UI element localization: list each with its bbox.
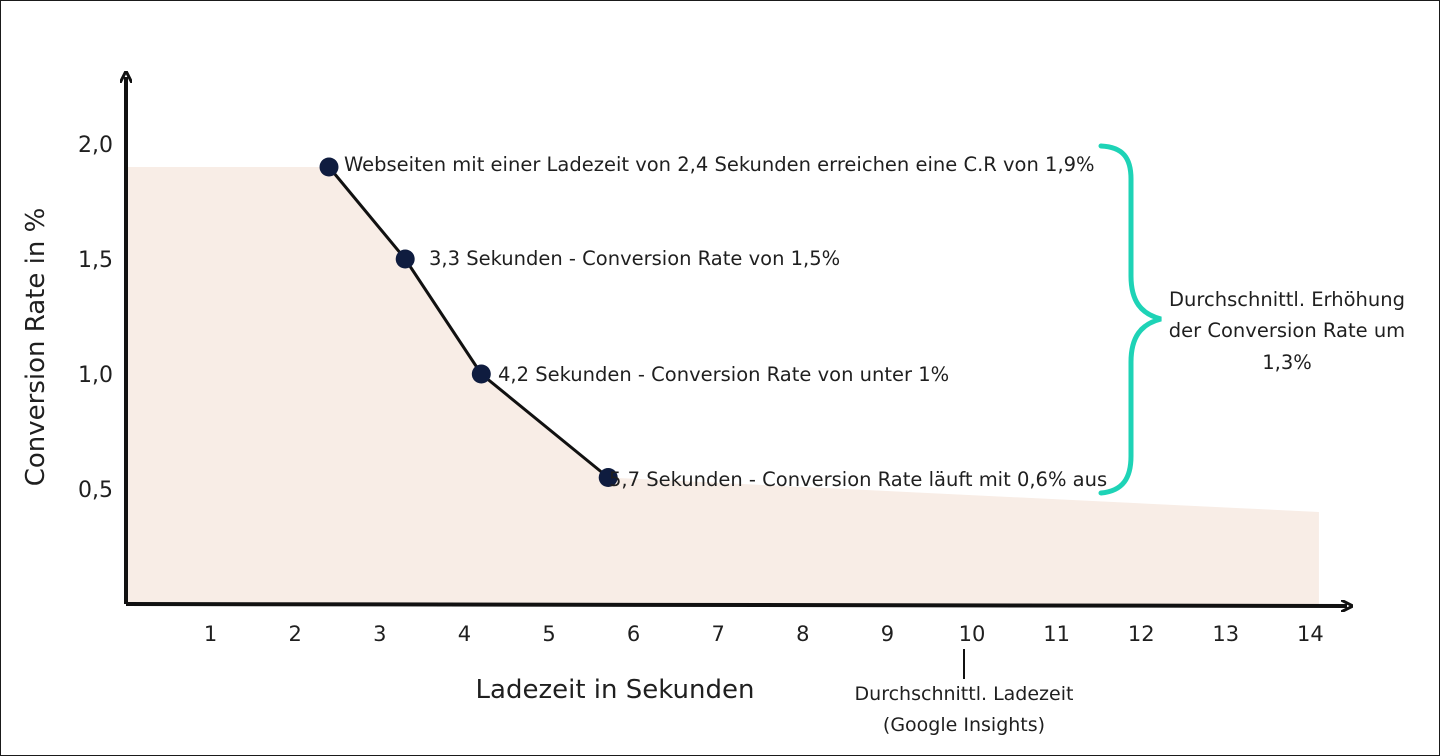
brace-label-line-2: der Conversion Rate um — [1169, 319, 1405, 342]
x-tick-labels: 1 2 3 4 5 6 7 8 9 10 11 12 13 14 — [204, 622, 1324, 646]
y-tick-label: 2,0 — [78, 133, 113, 158]
annotation-2: 3,3 Sekunden - Conversion Rate von 1,5% — [429, 247, 840, 270]
x-tick-label: 11 — [1043, 622, 1070, 646]
series-line — [327, 166, 610, 479]
annotation-3: 4,2 Sekunden - Conversion Rate von unter… — [498, 363, 949, 386]
data-point — [598, 468, 618, 487]
y-axis-title: Conversion Rate in % — [21, 208, 51, 487]
x-tick-label: 2 — [289, 622, 302, 646]
average-label-line-2: (Google Insights) — [883, 714, 1045, 736]
x-axis — [125, 604, 1347, 606]
x-tick-label: 8 — [796, 622, 809, 646]
average-label-line-1: Durchschnittl. Ladezeit — [855, 683, 1074, 705]
y-tick-labels: 0,5 1,0 1,5 2,0 — [78, 133, 113, 503]
curly-brace — [1098, 143, 1162, 496]
x-tick-label: 9 — [881, 622, 894, 646]
data-point — [395, 249, 415, 269]
data-points — [319, 157, 618, 487]
x-tick-label: 10 — [959, 622, 986, 646]
x-axis-title: Ladezeit in Sekunden — [476, 675, 755, 705]
x-tick-label: 14 — [1297, 622, 1324, 646]
data-point — [319, 157, 339, 177]
x-tick-label: 13 — [1212, 622, 1239, 646]
brace-label-line-3: 1,3% — [1262, 351, 1312, 374]
y-tick-label: 1,0 — [78, 363, 113, 388]
x-tick-label: 4 — [458, 622, 471, 646]
annotation-4: 5,7 Sekunden - Conversion Rate läuft mit… — [609, 468, 1107, 491]
annotation-1: Webseiten mit einer Ladezeit von 2,4 Sek… — [344, 153, 1095, 176]
x-tick-label: 3 — [373, 622, 386, 646]
y-tick-label: 1,5 — [78, 248, 113, 273]
x-tick-label: 7 — [712, 622, 725, 646]
x-tick-label: 6 — [627, 622, 640, 646]
x-tick-label: 5 — [542, 622, 555, 646]
area-fill — [126, 167, 1319, 604]
x-tick-label: 1 — [204, 622, 217, 646]
brace-label-line-1: Durchschnittl. Erhöhung — [1169, 288, 1405, 311]
x-tick-label: 12 — [1128, 622, 1155, 646]
data-point — [471, 364, 491, 384]
y-tick-label: 0,5 — [78, 478, 113, 503]
